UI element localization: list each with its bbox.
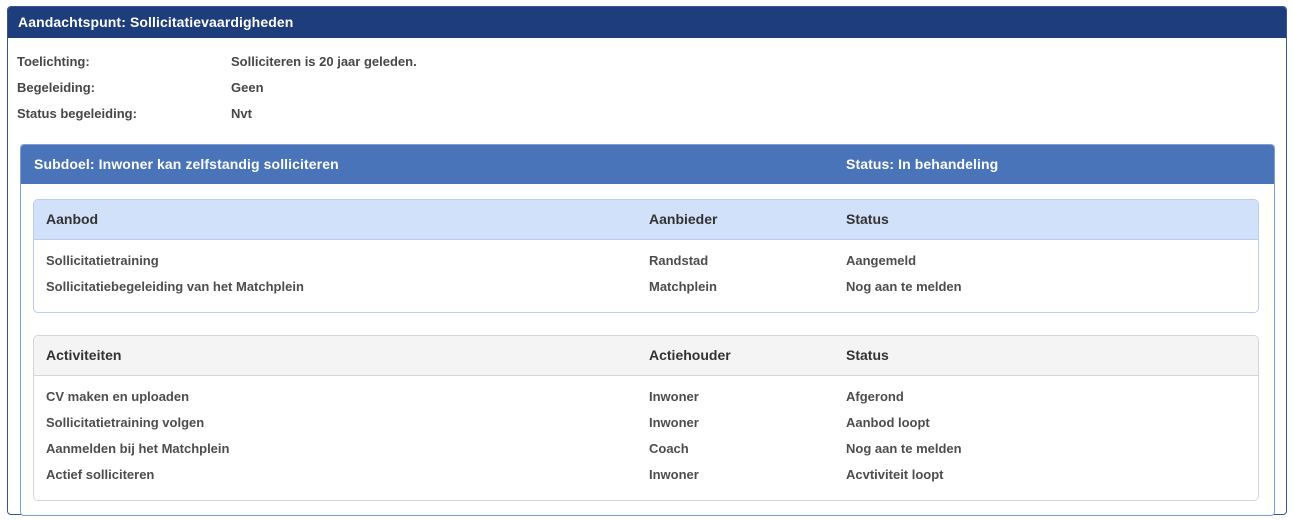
activiteiten-table-body: CV maken en uploaden Inwoner Afgerond So… (34, 376, 1258, 500)
cell-status: Nog aan te melden (846, 279, 962, 294)
column-header-activiteiten: Activiteiten (46, 347, 122, 363)
aandachtspunt-panel: Aandachtspunt: Sollicitatievaardigheden … (7, 6, 1287, 516)
table-row: Sollicitatietraining Randstad Aangemeld (34, 248, 1258, 274)
details-section: Toelichting: Solliciteren is 20 jaar gel… (8, 38, 1286, 144)
column-header-status: Status (846, 347, 889, 363)
cell-aanbieder: Matchplein (649, 279, 717, 294)
activiteiten-table: Activiteiten Actiehouder Status CV maken… (33, 335, 1259, 501)
cell-activiteit: CV maken en uploaden (46, 389, 190, 404)
cell-aanbod: Sollicitatietraining (46, 253, 159, 268)
subdoel-section: Subdoel: Inwoner kan zelfstandig sollici… (20, 144, 1275, 516)
cell-status: Aanbod loopt (846, 415, 930, 430)
aanbod-table-header: Aanbod Aanbieder Status (34, 200, 1258, 240)
column-header-actiehouder: Actiehouder (649, 347, 731, 363)
cell-actiehouder: Inwoner (649, 389, 699, 404)
subdoel-status: Status: In behandeling (846, 156, 999, 172)
cell-activiteit: Actief solliciteren (46, 467, 155, 482)
activiteiten-table-header: Activiteiten Actiehouder Status (34, 336, 1258, 376)
cell-actiehouder: Inwoner (649, 467, 699, 482)
column-header-aanbieder: Aanbieder (649, 211, 718, 227)
table-row: Sollicitatiebegeleiding van het Matchple… (34, 274, 1258, 300)
cell-aanbod: Sollicitatiebegeleiding van het Matchple… (46, 279, 304, 294)
cell-activiteit: Sollicitatietraining volgen (46, 415, 205, 430)
cell-actiehouder: Inwoner (649, 415, 699, 430)
field-label: Status begeleiding: (17, 105, 137, 121)
column-header-aanbod: Aanbod (46, 211, 99, 227)
field-row-status-begeleiding: Status begeleiding: Nvt (17, 100, 1286, 126)
field-value: Solliciteren is 20 jaar geleden. (231, 53, 417, 69)
aandachtspunt-title: Aandachtspunt: Sollicitatievaardigheden (18, 14, 294, 30)
field-label: Toelichting: (17, 53, 90, 69)
aanbod-table: Aanbod Aanbieder Status Sollicitatietrai… (33, 199, 1259, 313)
subdoel-title: Subdoel: Inwoner kan zelfstandig sollici… (34, 156, 339, 172)
subdoel-header[interactable]: Subdoel: Inwoner kan zelfstandig sollici… (21, 145, 1274, 184)
cell-aanbieder: Randstad (649, 253, 709, 268)
column-header-status: Status (846, 211, 889, 227)
aandachtspunt-header[interactable]: Aandachtspunt: Sollicitatievaardigheden (8, 7, 1286, 38)
table-row: CV maken en uploaden Inwoner Afgerond (34, 384, 1258, 410)
cell-status: Afgerond (846, 389, 904, 404)
cell-status: Acvtiviteit loopt (846, 467, 944, 482)
field-value: Geen (231, 79, 264, 95)
cell-activiteit: Aanmelden bij het Matchplein (46, 441, 230, 456)
field-row-toelichting: Toelichting: Solliciteren is 20 jaar gel… (17, 48, 1286, 74)
cell-actiehouder: Coach (649, 441, 689, 456)
aanbod-table-body: Sollicitatietraining Randstad Aangemeld … (34, 240, 1258, 312)
field-row-begeleiding: Begeleiding: Geen (17, 74, 1286, 100)
table-row: Actief solliciteren Inwoner Acvtiviteit … (34, 462, 1258, 488)
field-value: Nvt (231, 105, 252, 121)
table-row: Sollicitatietraining volgen Inwoner Aanb… (34, 410, 1258, 436)
field-label: Begeleiding: (17, 79, 96, 95)
table-row: Aanmelden bij het Matchplein Coach Nog a… (34, 436, 1258, 462)
cell-status: Aangemeld (846, 253, 917, 268)
cell-status: Nog aan te melden (846, 441, 962, 456)
